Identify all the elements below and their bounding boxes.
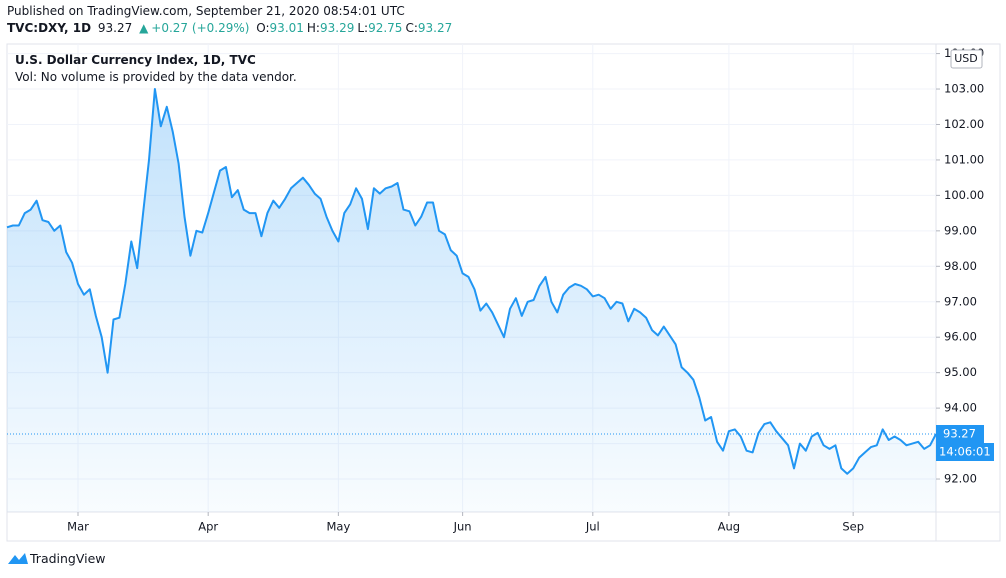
ohlc: O:93.01 H:93.29 L:92.75 C:93.27 — [256, 21, 455, 35]
currency-box — [950, 49, 983, 69]
countdown-box — [936, 443, 994, 461]
ohlc-value: 92.75 — [368, 21, 403, 35]
x-tick-label: Sep — [842, 520, 864, 534]
y-tick-label: 94.00 — [944, 401, 977, 415]
ohlc-value: 93.27 — [417, 21, 453, 35]
quote-line: TVC:DXY, 1D 93.27 ▲ +0.27 (+0.29%) O:93.0… — [7, 21, 458, 35]
x-tick-label: Jun — [453, 520, 472, 534]
currency: USD — [954, 52, 978, 65]
ohlc-value: 93.29 — [319, 21, 355, 35]
change: +0.27 (+0.29%) — [151, 21, 250, 35]
y-tick-label: 96.00 — [944, 330, 977, 344]
countdown: 14:06:01 — [939, 445, 991, 459]
last-price-label: 93.27 — [943, 427, 976, 441]
logo — [8, 553, 28, 564]
x-tick-label: Mar — [67, 520, 89, 534]
ohlc-label: C: — [405, 21, 418, 35]
ohlc-label: O: — [256, 21, 270, 35]
change-arrow: ▲ — [139, 21, 149, 35]
x-tick-label: Jul — [585, 520, 600, 534]
area — [7, 89, 936, 512]
x-tick-label: Apr — [198, 520, 218, 534]
ohlc-label: H: — [306, 21, 320, 35]
line — [6, 88, 937, 475]
published: Published on TradingView.com, September … — [7, 4, 405, 18]
chart-subtitle: Vol: No volume is provided by the data v… — [15, 70, 297, 84]
y-tick-label: 98.00 — [944, 259, 977, 273]
y-tick-label: 100.00 — [944, 188, 984, 202]
footer[interactable]: TradingView — [6, 550, 106, 566]
x-tick-label: Aug — [718, 520, 740, 534]
brand: TradingView — [30, 550, 106, 566]
symbol: TVC:DXY, 1D — [7, 21, 92, 35]
ohlc-value: 93.01 — [269, 21, 304, 35]
y-tick-label: 95.00 — [944, 365, 977, 379]
y-tick-label: 103.00 — [944, 82, 984, 96]
y-tick-label: 101.00 — [944, 152, 984, 166]
y-tick-label: 97.00 — [944, 294, 977, 308]
y-tick-label: 102.00 — [944, 117, 984, 131]
ohlc-label: L: — [357, 21, 369, 35]
last-price-box — [936, 425, 984, 443]
chart-title: U.S. Dollar Currency Index, 1D, TVC — [15, 53, 256, 67]
x-tick-label: May — [326, 520, 350, 534]
y-tick-label: 92.00 — [944, 472, 977, 486]
last: 93.27 — [97, 21, 133, 35]
y-tick-label: 99.00 — [944, 223, 977, 237]
